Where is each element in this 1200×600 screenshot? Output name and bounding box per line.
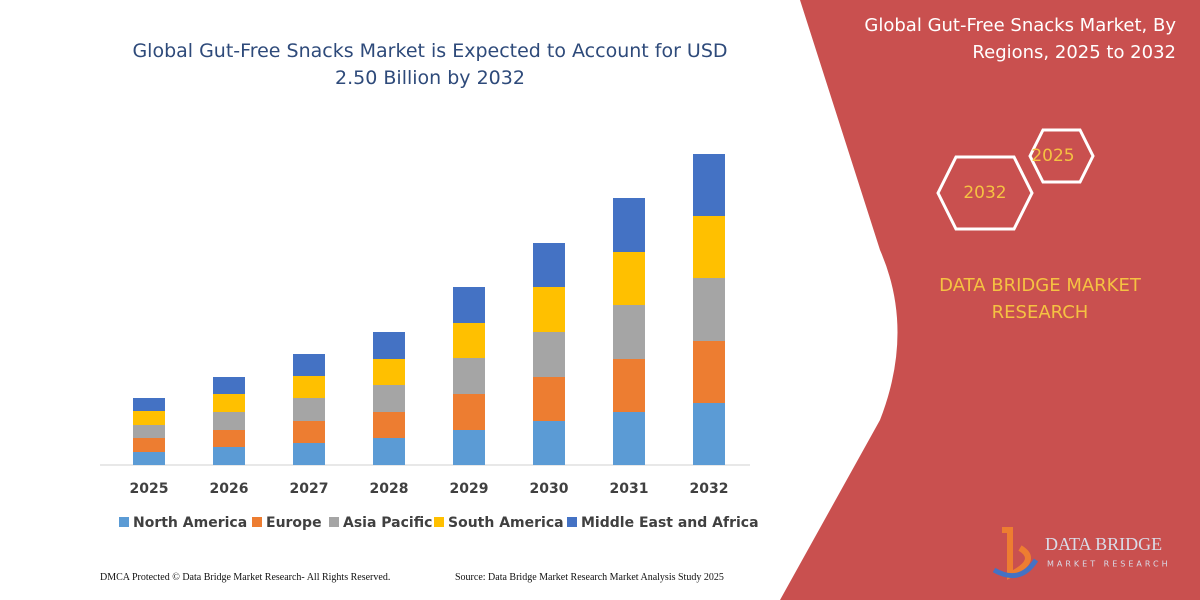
bar-segment bbox=[613, 305, 645, 359]
hexagon-label: 2025 bbox=[1031, 146, 1074, 166]
bar-segment bbox=[533, 377, 565, 421]
bar-segment bbox=[293, 376, 325, 398]
bar-segment bbox=[373, 359, 405, 385]
x-tick-label: 2027 bbox=[290, 481, 329, 497]
logo-name: DATA BRIDGE bbox=[1045, 534, 1162, 554]
bar-segment bbox=[533, 243, 565, 287]
bar-segment bbox=[533, 332, 565, 377]
x-tick-label: 2029 bbox=[450, 481, 489, 497]
panel-title: Global Gut-Free Snacks Market, By Region… bbox=[864, 15, 1176, 63]
legend-swatch bbox=[119, 517, 129, 527]
bar-segment bbox=[693, 403, 725, 465]
bar-segment bbox=[213, 430, 245, 447]
footer-left: DMCA Protected © Data Bridge Market Rese… bbox=[100, 572, 391, 583]
bar-segment bbox=[293, 398, 325, 421]
legend-label: Asia Pacific bbox=[343, 515, 432, 531]
hexagon bbox=[936, 155, 1034, 231]
x-tick-label: 2026 bbox=[210, 481, 249, 497]
bar-segment bbox=[373, 332, 405, 359]
legend-swatch bbox=[567, 517, 577, 527]
legend-swatch bbox=[329, 517, 339, 527]
footer-right: Source: Data Bridge Market Research Mark… bbox=[455, 572, 724, 583]
bar-segment bbox=[453, 287, 485, 323]
logo-icon bbox=[992, 558, 1039, 579]
bar-segment bbox=[613, 252, 645, 305]
bar-segment bbox=[373, 412, 405, 438]
legend-swatch bbox=[252, 517, 262, 527]
bar-segment bbox=[453, 323, 485, 358]
bar-segment bbox=[613, 359, 645, 412]
x-tick-label: 2030 bbox=[530, 481, 569, 497]
x-tick-label: 2032 bbox=[690, 481, 729, 497]
legend-label: Middle East and Africa bbox=[581, 515, 759, 531]
hexagon-label: 2032 bbox=[963, 183, 1006, 203]
bar-segment bbox=[213, 412, 245, 430]
bar-segment bbox=[693, 154, 725, 216]
legend-label: North America bbox=[133, 515, 247, 531]
bar-segment bbox=[293, 443, 325, 465]
x-tick-label: 2028 bbox=[370, 481, 409, 497]
chart-title: Global Gut-Free Snacks Market is Expecte… bbox=[132, 40, 728, 89]
x-tick-label: 2025 bbox=[130, 481, 169, 497]
bar-segment bbox=[693, 216, 725, 278]
bar-segment bbox=[373, 438, 405, 465]
legend-label: South America bbox=[448, 515, 564, 531]
legend-swatch bbox=[434, 517, 444, 527]
bar-segment bbox=[133, 452, 165, 465]
bar-segment bbox=[373, 385, 405, 412]
bar-segment bbox=[613, 198, 645, 252]
bar-segment bbox=[453, 430, 485, 465]
bar-segment bbox=[133, 438, 165, 452]
bar-segment bbox=[213, 377, 245, 394]
bar-segment bbox=[453, 394, 485, 430]
bar-segment bbox=[693, 341, 725, 403]
red-panel bbox=[780, 0, 1200, 600]
bar-segment bbox=[213, 394, 245, 412]
bar-segment bbox=[293, 421, 325, 443]
bar-segment bbox=[133, 425, 165, 438]
bar-segment bbox=[613, 412, 645, 465]
bar-segment bbox=[133, 398, 165, 411]
x-tick-label: 2031 bbox=[610, 481, 649, 497]
bar-segment bbox=[533, 421, 565, 465]
brand-text: DATA BRIDGE MARKET RESEARCH bbox=[939, 275, 1141, 323]
bar-segment bbox=[533, 287, 565, 332]
legend-label: Europe bbox=[266, 515, 322, 531]
bar-segment bbox=[453, 358, 485, 394]
bar-segment bbox=[693, 278, 725, 341]
bar-segment bbox=[133, 411, 165, 425]
bar-segment bbox=[213, 447, 245, 465]
bar-segment bbox=[293, 354, 325, 376]
hexagon bbox=[1028, 128, 1095, 184]
logo-tagline: MARKET RESEARCH bbox=[1047, 560, 1171, 569]
